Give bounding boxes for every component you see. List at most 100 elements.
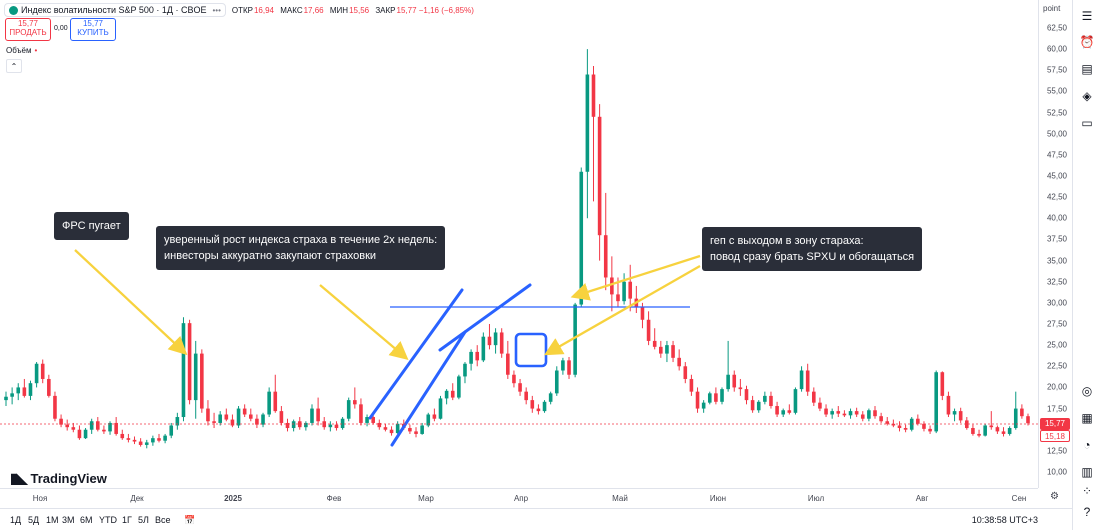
- candle[interactable]: [536, 404, 541, 415]
- candle[interactable]: [506, 340, 510, 379]
- candle[interactable]: [40, 359, 45, 384]
- candle[interactable]: [530, 395, 535, 413]
- candle[interactable]: [377, 419, 382, 430]
- candle[interactable]: [830, 408, 834, 419]
- candle[interactable]: [200, 349, 204, 413]
- watchlist-icon[interactable]: ☰: [1081, 9, 1093, 23]
- candle[interactable]: [395, 421, 400, 434]
- candle[interactable]: [426, 412, 431, 428]
- candle[interactable]: [389, 426, 394, 436]
- clock[interactable]: 10:38:58 UTC+3: [971, 515, 1038, 525]
- candle[interactable]: [585, 49, 590, 219]
- sell-button[interactable]: 15,77 ПРОДАТЬ: [5, 18, 51, 41]
- date-range-icon[interactable]: 📅: [184, 515, 196, 525]
- target-icon[interactable]: ◎: [1081, 384, 1093, 398]
- settings-gear-icon[interactable]: ⚙: [1050, 491, 1059, 502]
- candle[interactable]: [622, 273, 626, 305]
- grid-icon[interactable]: ⁘: [1081, 484, 1093, 498]
- candle[interactable]: [750, 395, 755, 413]
- time-axis[interactable]: Ноя Дек 2025 Фев Мар Апр Май Июн Июл Авг Сен: [0, 488, 1038, 509]
- candle[interactable]: [922, 421, 926, 432]
- candle[interactable]: [848, 408, 853, 419]
- candle[interactable]: [450, 383, 455, 401]
- candle[interactable]: [108, 421, 112, 435]
- candle[interactable]: [885, 417, 890, 426]
- candle[interactable]: [59, 414, 63, 428]
- candle[interactable]: [310, 404, 314, 426]
- candle[interactable]: [114, 417, 118, 436]
- candle[interactable]: [120, 429, 125, 440]
- candle[interactable]: [854, 407, 859, 418]
- chat-icon[interactable]: ▭: [1081, 116, 1093, 130]
- candle[interactable]: [71, 422, 76, 433]
- candle[interactable]: [316, 397, 320, 426]
- timeframe-button[interactable]: YTD: [99, 515, 117, 525]
- candle[interactable]: [53, 391, 57, 422]
- candle[interactable]: [102, 425, 106, 434]
- volume-indicator-label[interactable]: Объём •: [6, 46, 37, 55]
- candle[interactable]: [28, 380, 33, 401]
- candle[interactable]: [346, 397, 351, 422]
- candle[interactable]: [328, 421, 333, 432]
- candle[interactable]: [334, 421, 339, 431]
- timeframe-button[interactable]: 1М: [46, 515, 59, 525]
- candle[interactable]: [579, 167, 584, 308]
- candle[interactable]: [322, 417, 327, 430]
- candle[interactable]: [157, 433, 161, 443]
- timeframe-button[interactable]: 5Д: [28, 515, 40, 525]
- candle[interactable]: [353, 387, 357, 409]
- candle[interactable]: [897, 421, 902, 432]
- chart-icon[interactable]: ▥: [1081, 465, 1093, 479]
- candle[interactable]: [175, 412, 180, 430]
- calendar-icon[interactable]: ▦: [1081, 411, 1093, 425]
- buy-button[interactable]: 15,77 КУПИТЬ: [70, 18, 116, 41]
- candle[interactable]: [181, 317, 186, 422]
- candle[interactable]: [977, 429, 981, 438]
- candle[interactable]: [77, 425, 82, 440]
- candle[interactable]: [677, 349, 681, 371]
- candle[interactable]: [365, 414, 369, 427]
- timeframe-button[interactable]: 3М: [62, 515, 75, 525]
- candle[interactable]: [1007, 426, 1012, 436]
- candle[interactable]: [689, 374, 694, 396]
- candle[interactable]: [524, 387, 528, 405]
- alert-clock-icon[interactable]: ⏰: [1079, 35, 1095, 49]
- candle[interactable]: [47, 374, 51, 398]
- help-icon[interactable]: ?: [1083, 505, 1091, 519]
- candle[interactable]: [909, 417, 914, 432]
- trend-channel-upper[interactable]: [368, 288, 464, 420]
- candle[interactable]: [732, 370, 737, 392]
- candle[interactable]: [193, 340, 198, 419]
- candle[interactable]: [463, 362, 467, 384]
- price-axis[interactable]: 62,50 60,00 57,50 55,00 52,50 50,00 47,50 45,00…: [1038, 0, 1071, 488]
- candle[interactable]: [995, 425, 1000, 434]
- candle[interactable]: [187, 319, 192, 405]
- candle[interactable]: [707, 391, 712, 405]
- candle[interactable]: [714, 387, 718, 405]
- candle[interactable]: [934, 370, 939, 434]
- candle[interactable]: [438, 395, 443, 420]
- candle[interactable]: [34, 362, 39, 388]
- candle[interactable]: [432, 408, 437, 422]
- candle[interactable]: [1001, 427, 1006, 437]
- candle[interactable]: [860, 411, 865, 422]
- candle[interactable]: [518, 378, 522, 396]
- candle[interactable]: [444, 389, 449, 405]
- timeframe-button[interactable]: Все: [155, 515, 171, 525]
- channel-top-line[interactable]: [438, 283, 532, 352]
- candle[interactable]: [567, 356, 571, 379]
- candle[interactable]: [1013, 391, 1018, 430]
- chart-pane[interactable]: Индекс волатильности S&P 500 · 1Д · CBOE…: [0, 0, 1038, 488]
- candle[interactable]: [297, 417, 302, 430]
- candle[interactable]: [291, 419, 296, 432]
- candle[interactable]: [799, 366, 804, 392]
- candle[interactable]: [879, 412, 883, 423]
- candle[interactable]: [10, 387, 14, 405]
- candle[interactable]: [267, 387, 271, 418]
- candle[interactable]: [248, 408, 253, 422]
- trend-channel-lower[interactable]: [390, 330, 467, 447]
- timeframe-button[interactable]: 5Л: [138, 515, 149, 525]
- more-options-icon[interactable]: •••: [212, 5, 221, 15]
- candle[interactable]: [224, 408, 229, 422]
- candle[interactable]: [83, 428, 88, 440]
